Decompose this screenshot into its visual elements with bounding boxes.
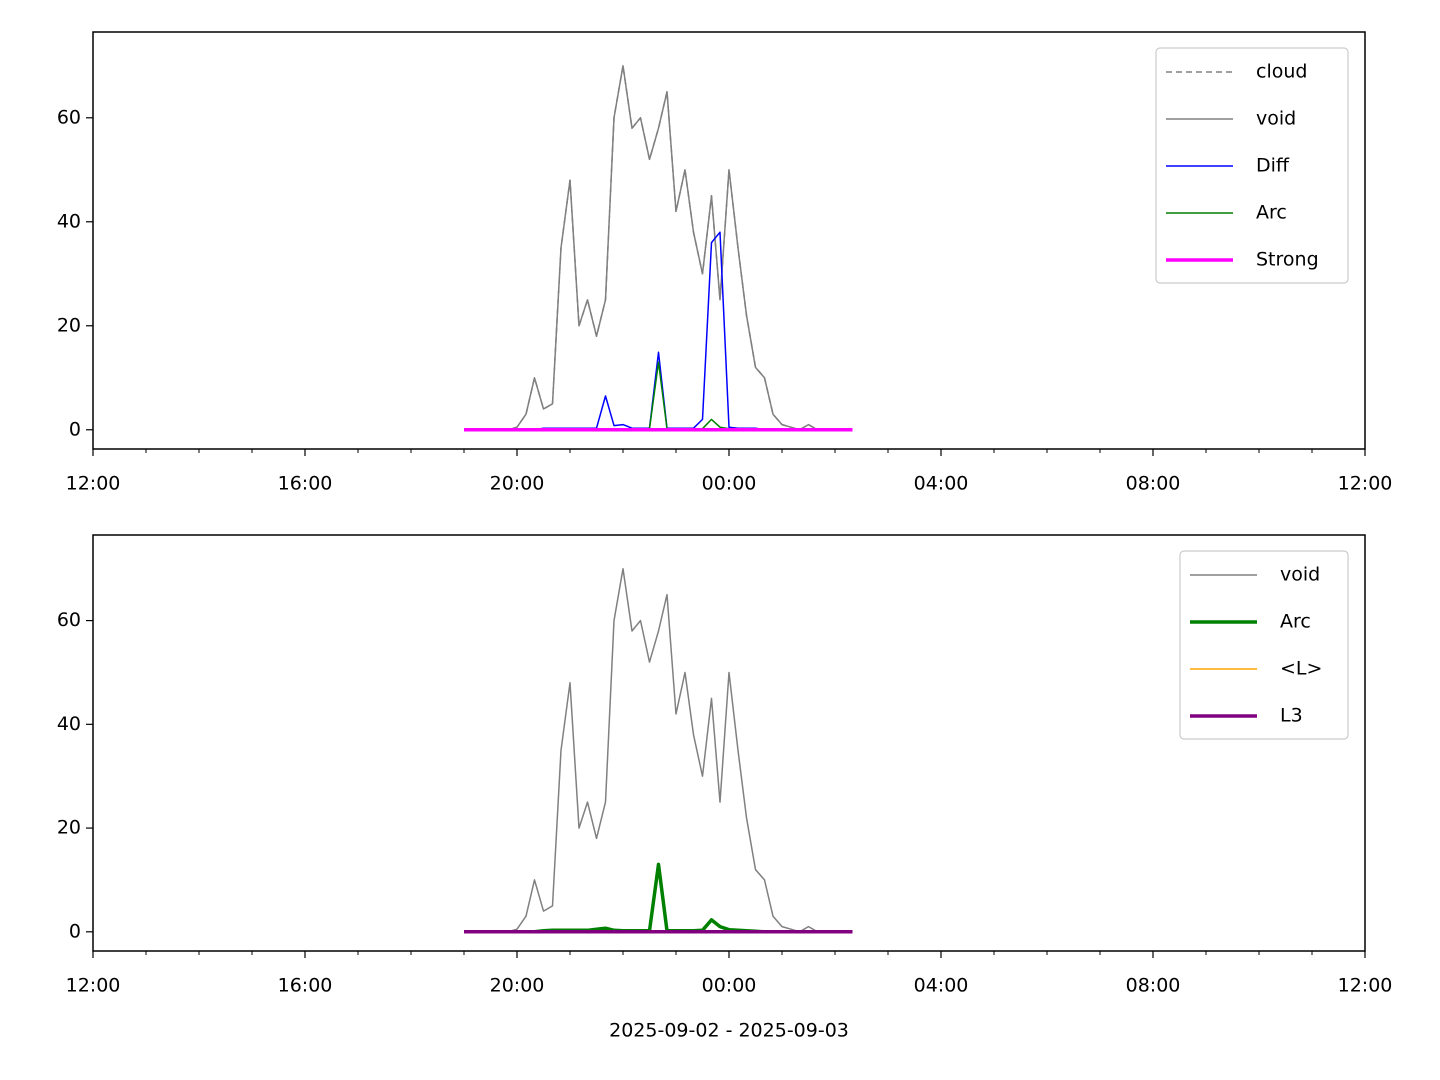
- legend-label: void: [1280, 564, 1320, 586]
- x-tick-label: 08:00: [1126, 975, 1181, 997]
- plot-area: 12:00 16:00 20:00 00:00 04:00 08:00 12:00 0 20 40…: [57, 534, 1393, 1042]
- legend-frame: [1179, 550, 1349, 740]
- legend-label: void: [1256, 108, 1296, 130]
- series-line: [464, 567, 853, 933]
- y-tick-label: 40: [57, 210, 81, 232]
- legend: cloud void Diff Arc Strong: [1155, 47, 1349, 284]
- x-tick-label: 04:00: [914, 975, 969, 997]
- x-tick-label: 12:00: [66, 473, 121, 495]
- legend-label: Diff: [1256, 155, 1290, 177]
- series-line: [464, 65, 853, 431]
- x-tick-label: 08:00: [1126, 473, 1181, 495]
- x-tick-label: 20:00: [490, 473, 545, 495]
- x-tick-label: 16:00: [278, 975, 333, 997]
- axes-frame: [92, 534, 1366, 952]
- x-tick-label: 12:00: [1338, 473, 1393, 495]
- legend: void Arc <L> L3: [1179, 550, 1349, 740]
- y-tick-label: 40: [57, 713, 81, 735]
- series-line: [464, 231, 853, 431]
- legend-label: Arc: [1280, 611, 1311, 633]
- y-tick-label: 60: [57, 106, 81, 128]
- y-tick-label: 60: [57, 609, 81, 631]
- legend-label: Arc: [1256, 202, 1287, 224]
- y-tick-label: 20: [57, 817, 81, 839]
- legend-label: <L>: [1280, 658, 1322, 680]
- x-axis-label: 2025-09-02 - 2025-09-03: [609, 1020, 849, 1042]
- x-tick-label: 12:00: [66, 975, 121, 997]
- y-tick-label: 20: [57, 314, 81, 336]
- plot-area: 12:00 16:00 20:00 00:00 04:00 08:00 12:00 0 20 40…: [57, 31, 1393, 495]
- x-tick-label: 00:00: [702, 975, 757, 997]
- x-tick-label: 16:00: [278, 473, 333, 495]
- x-tick-label: 20:00: [490, 975, 545, 997]
- x-tick-label: 04:00: [914, 473, 969, 495]
- x-tick-label: 00:00: [702, 473, 757, 495]
- series-line: [464, 65, 853, 431]
- legend-label: L3: [1280, 705, 1303, 727]
- legend-label: cloud: [1256, 61, 1307, 83]
- y-tick-label: 0: [69, 920, 81, 942]
- axes-frame: [92, 31, 1366, 450]
- y-tick-label: 0: [69, 418, 81, 440]
- legend-label: Strong: [1256, 249, 1319, 271]
- x-tick-label: 12:00: [1338, 975, 1393, 997]
- legend-frame: [1155, 47, 1349, 284]
